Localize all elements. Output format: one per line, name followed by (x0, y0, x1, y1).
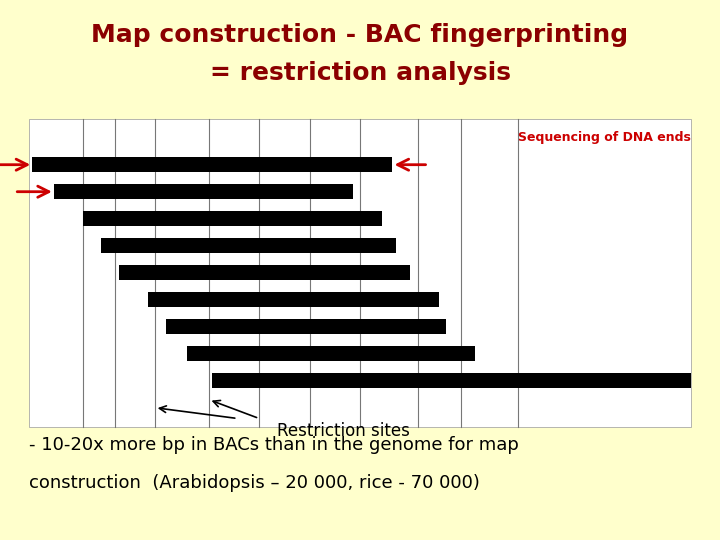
Bar (119, 265, 410, 280)
Bar (212, 373, 691, 388)
Bar (29, 119, 691, 427)
Text: - 10-20x more bp in BACs than in the genome for map: - 10-20x more bp in BACs than in the gen… (29, 436, 518, 455)
Bar (54, 184, 353, 199)
Bar (166, 319, 446, 334)
Bar (187, 346, 475, 361)
Text: Restriction sites: Restriction sites (277, 422, 410, 440)
Bar (32, 157, 392, 172)
Bar (101, 238, 396, 253)
Text: = restriction analysis: = restriction analysis (210, 61, 510, 85)
Text: construction  (Arabidopsis – 20 000, rice - 70 000): construction (Arabidopsis – 20 000, rice… (29, 474, 480, 492)
Text: Sequencing of DNA ends: Sequencing of DNA ends (518, 131, 691, 144)
Bar (83, 211, 382, 226)
Text: Map construction - BAC fingerprinting: Map construction - BAC fingerprinting (91, 23, 629, 47)
Bar (148, 292, 439, 307)
